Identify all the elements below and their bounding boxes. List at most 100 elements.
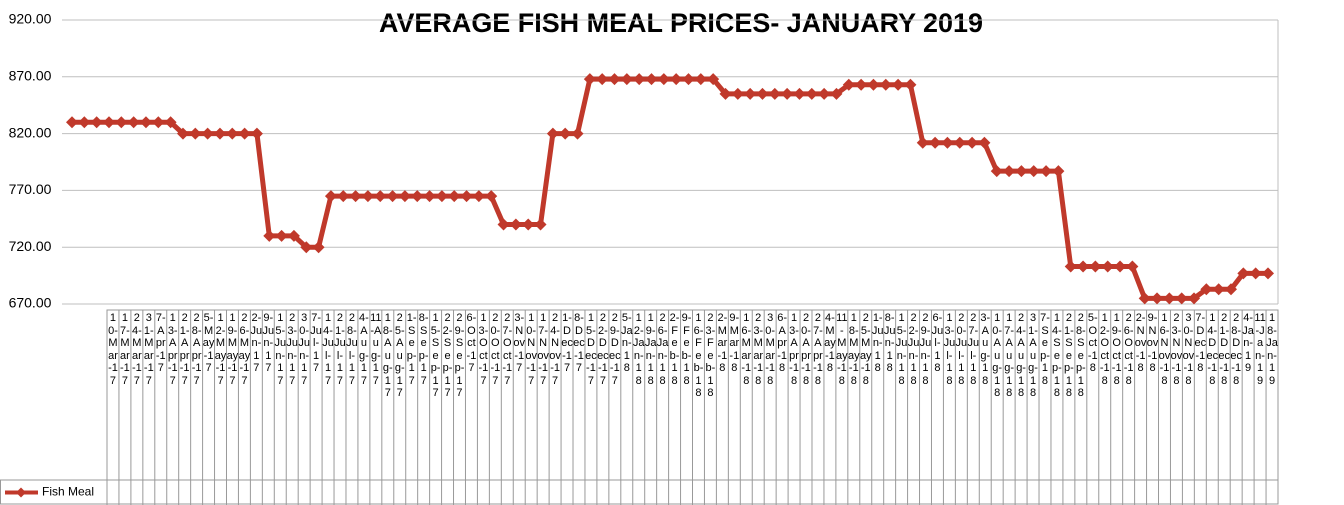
marker xyxy=(78,116,91,129)
y-tick-label: 820.00 xyxy=(9,124,52,140)
marker xyxy=(596,73,609,86)
marker xyxy=(694,73,707,86)
x-tick-label: 15-Jun-17 xyxy=(274,312,287,387)
x-tick-label: 10-Mar-17 xyxy=(108,312,118,387)
marker xyxy=(879,78,892,91)
marker xyxy=(633,73,646,86)
marker xyxy=(1237,267,1250,280)
x-tick-label: 23-Feb-18 xyxy=(705,312,716,399)
marker xyxy=(337,190,350,203)
x-tick-label: 26-Jan-18 xyxy=(656,312,669,387)
x-tick-label: 25-Aug-17 xyxy=(394,312,405,399)
marker xyxy=(250,127,263,140)
marker xyxy=(472,190,485,203)
marker xyxy=(189,127,202,140)
x-tick-label: 26-Oct-18 xyxy=(1123,312,1134,387)
marker xyxy=(608,73,621,86)
x-tick-label: 6-Jul-18 xyxy=(931,312,944,374)
marker xyxy=(423,190,436,203)
x-tick-label: 20-Jul-18 xyxy=(955,312,968,387)
x-tick-label: 16-Nov-18 xyxy=(1158,312,1171,387)
x-tick-label: 29-Dec-17 xyxy=(609,312,621,387)
marker xyxy=(1249,267,1262,280)
x-tick-label: 14-Dec-18 xyxy=(1206,312,1219,387)
marker xyxy=(1052,165,1065,178)
x-tick-label: 18-Jan-19 xyxy=(1266,312,1278,387)
x-tick-label: 11-May-18 xyxy=(836,312,848,387)
x-tick-label: 30-Mar-18 xyxy=(765,312,776,387)
marker xyxy=(1138,292,1151,305)
marker xyxy=(1077,260,1090,273)
x-tick-label: 2-Jun-17 xyxy=(250,312,263,374)
marker xyxy=(966,136,979,149)
marker xyxy=(485,190,498,203)
x-tick-label: 22-Dec-17 xyxy=(597,312,609,387)
marker xyxy=(830,87,843,100)
marker xyxy=(855,78,868,91)
marker xyxy=(1101,260,1114,273)
x-tick-label: 23-Nov-18 xyxy=(1170,312,1183,387)
x-tick-label: 5-Oct-18 xyxy=(1087,312,1098,374)
x-tick-label: 6-Apr-18 xyxy=(777,312,787,374)
marker xyxy=(201,127,214,140)
marker xyxy=(152,116,165,129)
x-tick-label: 13-Apr-17 xyxy=(167,312,178,387)
x-tick-label: 11-Aug-17 xyxy=(370,312,382,387)
x-tick-label: 20-Oct-17 xyxy=(490,312,501,387)
marker xyxy=(657,73,670,86)
marker xyxy=(361,190,374,203)
x-tick-label: 28-Dec-18 xyxy=(1230,312,1242,387)
x-tick-label: 11-Jan-19 xyxy=(1254,312,1266,387)
x-tick-label: 21-Sep-18 xyxy=(1063,312,1074,399)
x-tick-label: 5-Jan-18 xyxy=(620,312,633,374)
x-tick-label: 24-Aug-18 xyxy=(1016,312,1026,399)
x-tick-label: 29-Sep-17 xyxy=(454,312,465,399)
marker xyxy=(781,87,794,100)
x-tick-label: 17-Aug-18 xyxy=(1004,312,1015,399)
marker xyxy=(386,190,399,203)
marker xyxy=(707,73,720,86)
x-tick-label: 21-Jul-17 xyxy=(334,312,346,387)
marker xyxy=(756,87,769,100)
marker xyxy=(435,190,448,203)
marker xyxy=(509,218,522,231)
marker xyxy=(115,116,128,129)
x-tick-label: 28-Apr-17 xyxy=(191,312,202,387)
marker xyxy=(1188,292,1201,305)
x-tick-label: 14-Sep-18 xyxy=(1052,312,1062,399)
x-tick-label: 28-Jul-17 xyxy=(346,312,358,387)
series-line xyxy=(72,76,1268,301)
marker xyxy=(805,87,818,100)
marker xyxy=(670,73,683,86)
x-tick-label: 24-Mar-17 xyxy=(131,312,142,387)
x-tick-label: 7-Dec-18 xyxy=(1194,312,1207,374)
marker xyxy=(127,116,140,129)
x-tick-label: 2-Mar-18 xyxy=(717,312,728,374)
marker xyxy=(731,87,744,100)
marker xyxy=(522,218,535,231)
x-tick-label: 9-Nov-18 xyxy=(1146,312,1159,374)
marker xyxy=(164,116,177,129)
x-tick-label: 17-Nov-17 xyxy=(537,312,549,387)
chart-title: AVERAGE FISH MEAL PRICES- JANUARY 2019 xyxy=(379,8,983,38)
marker xyxy=(1064,260,1077,273)
x-tick-label: 8-Jun-18 xyxy=(883,312,896,374)
x-tick-label: 15-Dec-17 xyxy=(585,312,597,387)
marker xyxy=(411,190,424,203)
marker xyxy=(620,73,633,86)
marker xyxy=(978,136,991,149)
marker xyxy=(904,78,917,91)
marker xyxy=(818,87,831,100)
x-tick-label: 10-Aug-18 xyxy=(992,312,1003,399)
x-tick-label: 12-Jan-18 xyxy=(632,312,645,387)
marker xyxy=(287,229,300,242)
marker xyxy=(1163,292,1176,305)
marker xyxy=(1225,283,1238,296)
marker xyxy=(793,87,806,100)
marker xyxy=(1027,165,1040,178)
marker xyxy=(916,136,929,149)
x-tick-label: 8-Sep-17 xyxy=(418,312,429,387)
x-tick-label: 4-May-18 xyxy=(824,312,836,374)
